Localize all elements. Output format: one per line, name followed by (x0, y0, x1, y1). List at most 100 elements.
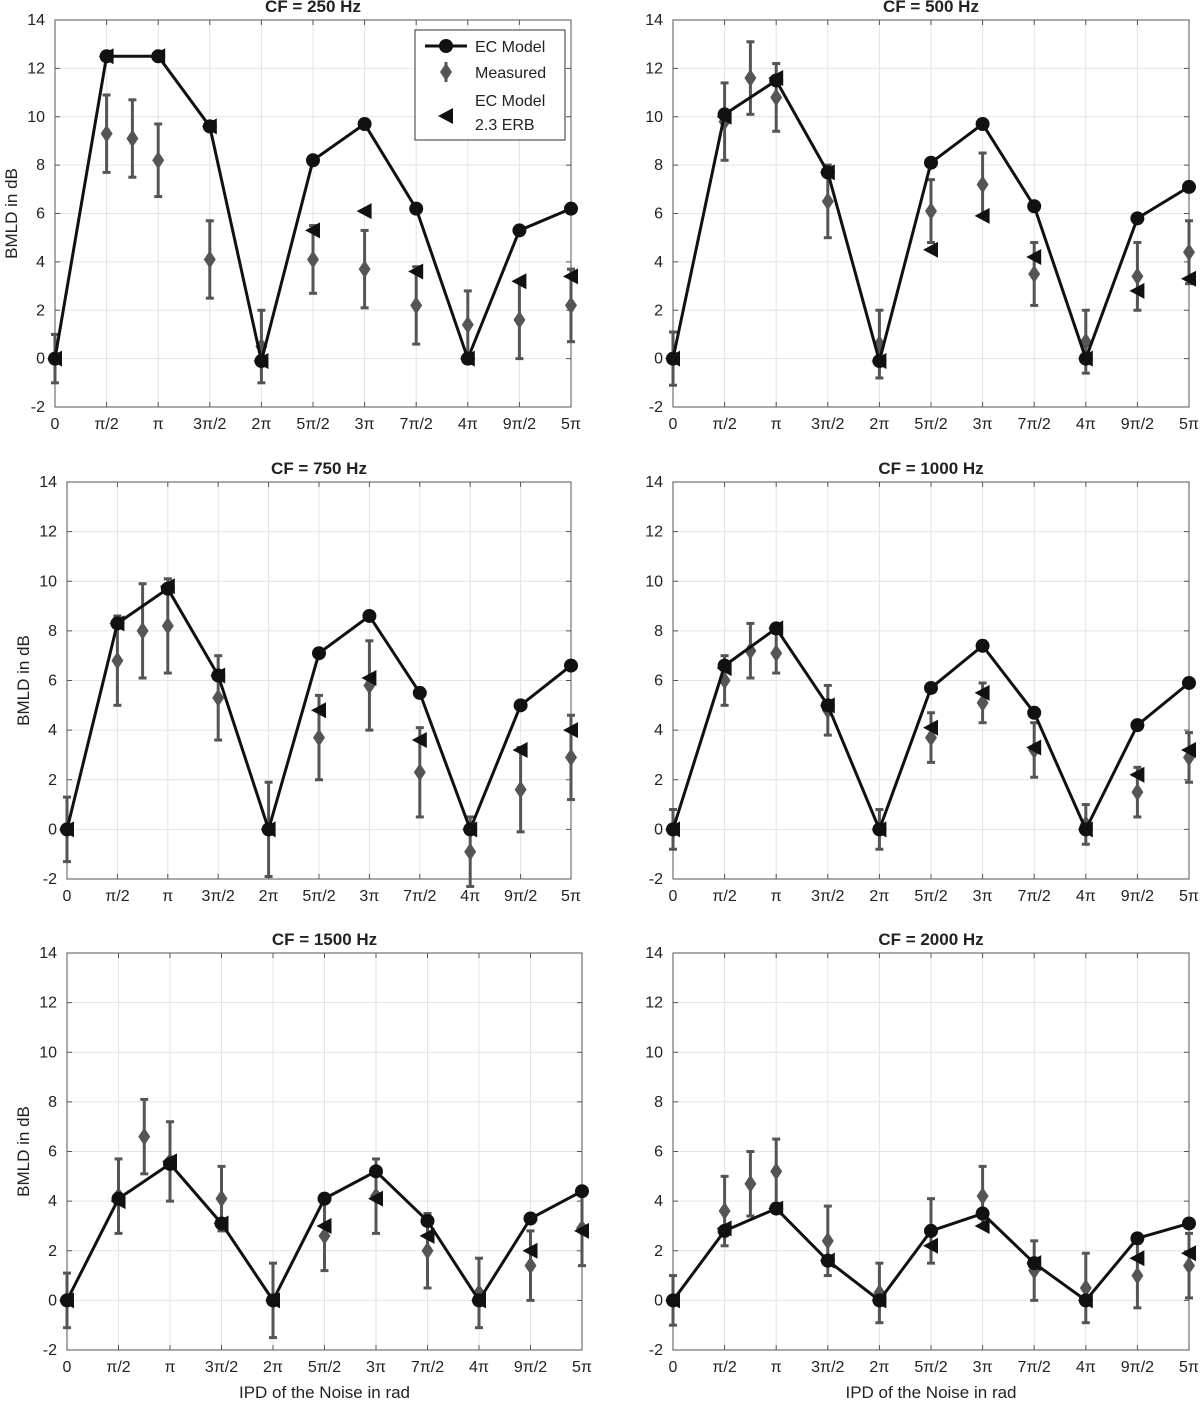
ec-model-erb-point (210, 667, 226, 684)
x-tick-label: 0 (51, 416, 60, 433)
measured-point (464, 842, 477, 861)
ec-model-erb-point (1181, 1245, 1196, 1262)
x-tick-label: 9π/2 (1121, 416, 1154, 433)
legend: EC Model Measured EC Model 2.3 ERB (414, 29, 566, 141)
x-tick-label: 4π (458, 416, 478, 433)
x-tick-label: 5π (1179, 888, 1199, 905)
ec-model-erb-point (110, 1193, 126, 1210)
x-tick-label: 3π/2 (205, 1359, 238, 1376)
y-tick-label: 10 (39, 573, 57, 590)
y-tick-label: 8 (654, 1094, 663, 1111)
x-tick-label: π/2 (106, 1359, 130, 1376)
ec-model-erb-point (411, 732, 427, 749)
y-tick-label: 12 (39, 524, 57, 541)
ec-model-point (1027, 705, 1042, 720)
ec-model-point (564, 201, 578, 216)
ec-model-erb-point (361, 670, 377, 687)
y-tick-label: 4 (48, 1193, 57, 1210)
measured-point (126, 129, 139, 148)
x-tick-label: 0 (63, 888, 72, 905)
y-tick-label: 10 (645, 109, 663, 126)
ec-model-erb-point (768, 620, 784, 637)
x-tick-label: π/2 (712, 1359, 736, 1376)
ec-model-erb-point (1026, 249, 1042, 266)
measured-point (976, 175, 989, 194)
panel-title: CF = 1500 Hz (272, 930, 377, 949)
x-tick-label: 0 (669, 416, 678, 433)
legend-label-measured: Measured (475, 65, 546, 82)
measured-point (821, 192, 834, 211)
y-tick-label: 0 (48, 1292, 57, 1309)
measured-point (925, 202, 937, 221)
ec-model-point (924, 680, 938, 695)
y-tick-label: 6 (36, 206, 45, 223)
legend-model-marker (439, 39, 453, 53)
x-tick-label: 2π (869, 1359, 889, 1376)
measured-point (770, 88, 783, 107)
y-tick-label: 4 (654, 254, 663, 271)
ec-model-point (369, 1164, 383, 1179)
ec-model-erb-point (368, 1190, 383, 1207)
ec-model-erb-point (1129, 282, 1145, 299)
x-tick-label: 5π/2 (302, 888, 335, 905)
ec-model-point (1182, 1216, 1196, 1231)
x-tick-label: 2π (259, 888, 279, 905)
x-tick-label: 3π (366, 1359, 386, 1376)
measured-point (212, 688, 225, 707)
x-tick-label: π (162, 888, 173, 905)
y-tick-label: 0 (654, 351, 663, 368)
y-tick-label: 10 (645, 573, 663, 590)
x-tick-label: 4π (460, 888, 480, 905)
y-tick-label: 12 (645, 60, 663, 77)
ec-model-erb-point (923, 241, 938, 258)
measured-point (770, 1162, 783, 1181)
legend-label-erb-2: 2.3 ERB (475, 117, 535, 134)
x-tick-label: 3π (973, 888, 993, 905)
ec-model-erb-point (871, 1292, 887, 1309)
ec-model-point (924, 1223, 938, 1238)
panel-title: CF = 2000 Hz (878, 930, 983, 949)
y-tick-label: 0 (36, 351, 45, 368)
y-tick-label: 12 (645, 995, 663, 1012)
ec-model-point (575, 1184, 589, 1199)
y-tick-label: 4 (654, 722, 663, 739)
y-tick-label: 4 (36, 254, 45, 271)
x-tick-label: 3π (355, 416, 375, 433)
x-tick-label: 9π/2 (514, 1359, 547, 1376)
ec-model-erb-point (974, 684, 990, 701)
y-axis-label: BMLD in dB (14, 635, 33, 726)
ec-model-point (409, 201, 424, 216)
y-tick-label: -2 (649, 1342, 663, 1359)
x-tick-label: 5π/2 (914, 888, 947, 905)
ec-model-point (317, 1191, 332, 1206)
x-tick-label: 4π (1076, 416, 1096, 433)
y-tick-label: 14 (27, 12, 45, 29)
x-tick-label: π (164, 1359, 175, 1376)
x-tick-label: 5π (561, 888, 581, 905)
panel-title: CF = 500 Hz (883, 0, 979, 16)
y-tick-label: 4 (654, 1193, 663, 1210)
x-tick-label: 9π/2 (504, 888, 537, 905)
panel-title: CF = 250 Hz (265, 0, 361, 16)
measured-point (565, 748, 577, 767)
y-axis-label: BMLD in dB (14, 1106, 33, 1197)
y-tick-label: 10 (645, 1044, 663, 1061)
y-tick-label: 0 (654, 1292, 663, 1309)
ec-model-erb-point (665, 821, 680, 838)
y-tick-label: 10 (39, 1044, 57, 1061)
ec-model-point (420, 1213, 435, 1228)
x-tick-label: 0 (63, 1359, 72, 1376)
y-tick-label: 14 (645, 12, 663, 29)
y-axis-label: BMLD in dB (2, 168, 21, 259)
x-tick-label: 2π (869, 416, 889, 433)
ec-model-erb-point (253, 353, 269, 370)
y-tick-label: -2 (43, 1342, 57, 1359)
chart-panel-3: -2 0 2 4 6 8 10 12 14 0 π/2 π 3π/2 2π 5π/2 3π 7π/2 4π 9π/2… (14, 459, 581, 905)
measured-point (313, 728, 325, 747)
y-tick-label: 0 (48, 821, 57, 838)
x-tick-label: π/2 (712, 888, 736, 905)
ec-model-point (1130, 211, 1145, 226)
y-tick-label: 14 (645, 945, 663, 962)
chart-panel-6: -2 0 2 4 6 8 10 12 14 0 π/2 π 3π/2 2π 5π/2 3π 7π/2 4π 9π/2… (645, 930, 1199, 1402)
